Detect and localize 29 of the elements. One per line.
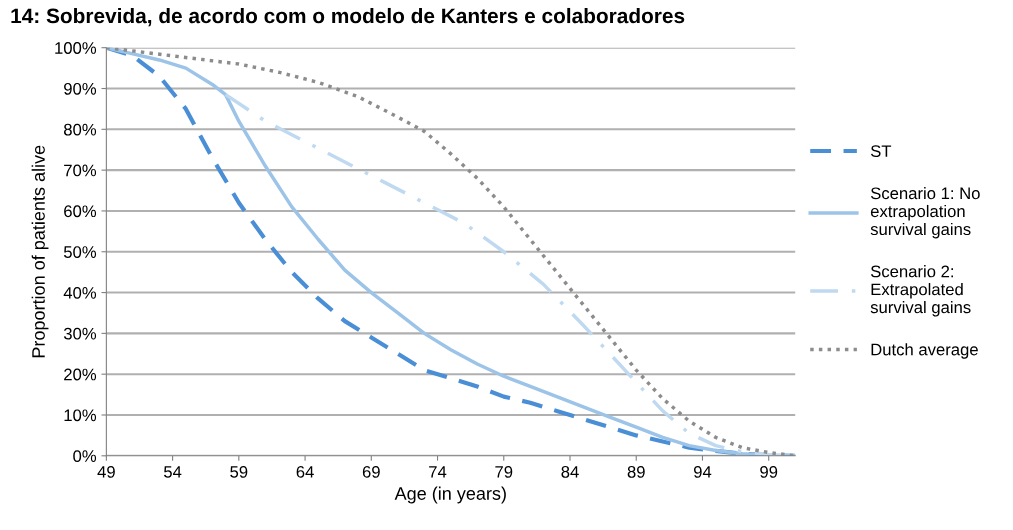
x-tick-label: 59 [230,465,248,478]
y-tick-label: 20% [64,368,97,381]
y-tick-label: 80% [64,123,97,136]
x-tick-label: 49 [97,465,115,478]
legend-label: Scenario 2: Extrapolated survival gains [870,265,971,317]
y-tick-label: 30% [63,327,97,340]
x-tick-label: 99 [760,465,778,478]
y-tick-label: 50% [63,246,97,258]
y-tick-label: 90% [64,82,97,95]
y-tick-label: 0% [73,450,97,462]
x-tick-label: 84 [561,465,579,478]
x-tick-label: 79 [495,465,513,478]
y-tick-label: 100% [55,42,97,54]
x-tick-label: 54 [164,466,182,478]
y-tick-label: 40% [63,286,97,299]
y-axis-title: Proportion of patients alive [31,145,49,358]
y-tick-label: 70% [64,164,97,177]
x-tick-label: 94 [693,465,712,478]
x-tick-label: 89 [627,465,645,478]
legend-label: Scenario 1: No extrapolation survival gains [870,186,980,239]
y-tick-label: 10% [64,409,97,422]
x-tick-label: 64 [296,465,314,478]
chart-title: 14: Sobrevida, de acordo com o modelo de Kanters e colaboradores [11,7,685,27]
legend-label: Dutch average [871,343,978,359]
x-tick-label: 69 [362,465,380,478]
legend-label: ST [870,145,892,158]
x-axis-title: Age (in years) [394,486,506,504]
x-tick-label: 74 [429,466,447,478]
y-tick-label: 60% [64,205,97,218]
